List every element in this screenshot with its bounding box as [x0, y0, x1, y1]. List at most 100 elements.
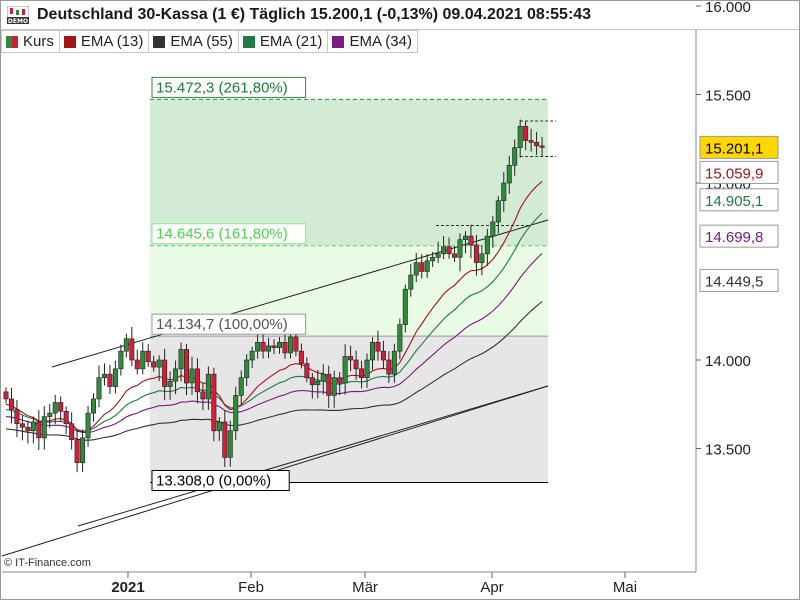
- candle-body-41: [227, 430, 233, 458]
- candle-46: [255, 331, 261, 359]
- candle-body-51: [282, 341, 288, 354]
- candle-77: [424, 253, 430, 278]
- candle-37: [205, 366, 211, 410]
- candle-body-39: [216, 421, 222, 432]
- candle-66: [364, 353, 370, 388]
- y-tick-label-4: 16.000: [705, 0, 751, 16]
- candle-body-66: [364, 359, 370, 379]
- candle-16: [91, 393, 97, 422]
- candle-body-29: [162, 359, 168, 387]
- legend-item-ema-55[interactable]: EMA (55): [149, 30, 239, 53]
- candle-97: [534, 131, 540, 155]
- candle-body-11: [63, 411, 69, 425]
- candle-72: [397, 318, 403, 360]
- candle-6: [36, 410, 42, 450]
- candle-body-49: [271, 345, 277, 348]
- price-label-text-4: 14.449,5: [705, 273, 763, 290]
- candle-body-46: [255, 341, 261, 352]
- candle-body-97: [534, 141, 540, 147]
- candle-62: [342, 344, 348, 395]
- y-tick-label-1: 14.000: [705, 353, 751, 370]
- candle-35: [194, 358, 200, 404]
- legend: Kurs EMA (13) EMA (55) EMA (21) EMA (34): [1, 30, 418, 53]
- candle-body-3: [19, 423, 25, 428]
- candle-1: [8, 387, 14, 424]
- candle-36: [200, 382, 206, 411]
- price-label-0: 15.201,1: [699, 135, 779, 159]
- candle-body-9: [52, 402, 58, 414]
- candle-54: [298, 343, 304, 369]
- candle-body-45: [249, 350, 255, 361]
- candle-body-40: [222, 421, 228, 458]
- candle-55: [304, 357, 310, 383]
- candle-80: [441, 236, 447, 260]
- candle-body-80: [441, 246, 447, 255]
- candle-21: [118, 344, 124, 376]
- candle-body-81: [446, 246, 452, 255]
- candle-body-26: [145, 350, 151, 363]
- candle-body-33: [184, 349, 190, 384]
- candle-26: [145, 343, 151, 367]
- candle-body-58: [320, 373, 326, 382]
- candle-13: [74, 429, 80, 473]
- candle-body-92: [506, 165, 512, 184]
- candle-78: [430, 251, 436, 267]
- candle-body-52: [287, 336, 293, 354]
- price-label-4: 14.449,5: [699, 268, 779, 292]
- candle-73: [402, 284, 408, 333]
- candle-15: [85, 406, 91, 447]
- candle-body-75: [413, 262, 419, 276]
- candle-79: [435, 241, 441, 264]
- candle-90: [495, 196, 501, 234]
- candle-61: [337, 372, 343, 396]
- candle-30: [167, 371, 173, 400]
- candle-body-5: [30, 421, 36, 432]
- candle-body-12: [69, 423, 75, 440]
- candle-body-65: [359, 368, 365, 379]
- title-bar: DEMO Deutschland 30-Kassa (1 €) Täglich …: [1, 1, 799, 30]
- legend-item-ema-13[interactable]: EMA (13): [59, 30, 150, 53]
- candle-4: [25, 420, 31, 444]
- candle-28: [156, 355, 162, 382]
- candle-10: [58, 396, 64, 422]
- x-tick-label-4: Mai: [613, 579, 637, 596]
- candle-65: [359, 360, 365, 389]
- candle-body-82: [452, 253, 458, 258]
- candle-8: [47, 404, 53, 428]
- price-label-box-2: [699, 188, 779, 212]
- candle-31: [173, 360, 179, 395]
- candle-body-79: [435, 253, 441, 258]
- candle-body-96: [528, 140, 534, 143]
- candle-96: [528, 128, 534, 152]
- legend-item-ema-21[interactable]: EMA (21): [238, 30, 329, 53]
- price-label-box-0: [699, 135, 779, 159]
- legend-item-kurs[interactable]: Kurs: [1, 30, 60, 53]
- candle-body-87: [479, 253, 485, 263]
- candle-41: [227, 420, 233, 467]
- price-label-text-3: 14.699,8: [705, 229, 763, 246]
- candle-body-67: [369, 341, 375, 361]
- legend-label-ema-34: EMA (34): [349, 33, 412, 50]
- candle-2: [14, 400, 20, 438]
- candle-body-95: [523, 126, 529, 141]
- candle-body-91: [501, 182, 507, 202]
- fib-label-0: 15.472,3 (261,80%): [151, 76, 307, 98]
- candle-body-34: [189, 368, 195, 384]
- candle-23: [129, 327, 135, 367]
- candle-body-50: [276, 341, 282, 348]
- candle-body-78: [430, 257, 436, 262]
- candle-body-1: [8, 398, 14, 410]
- candle-body-8: [47, 412, 53, 417]
- price-label-text-2: 14.905,1: [705, 193, 763, 210]
- candle-body-27: [151, 361, 157, 368]
- legend-item-ema-34[interactable]: EMA (34): [328, 30, 418, 53]
- ema-55-swatch: [153, 35, 166, 48]
- svg-text:DEMO: DEMO: [8, 18, 28, 24]
- candle-body-17: [96, 377, 102, 400]
- candle-body-36: [200, 391, 206, 400]
- candle-body-15: [85, 412, 91, 439]
- candle-body-72: [397, 324, 403, 352]
- candle-81: [446, 237, 452, 259]
- candle-body-25: [140, 350, 146, 370]
